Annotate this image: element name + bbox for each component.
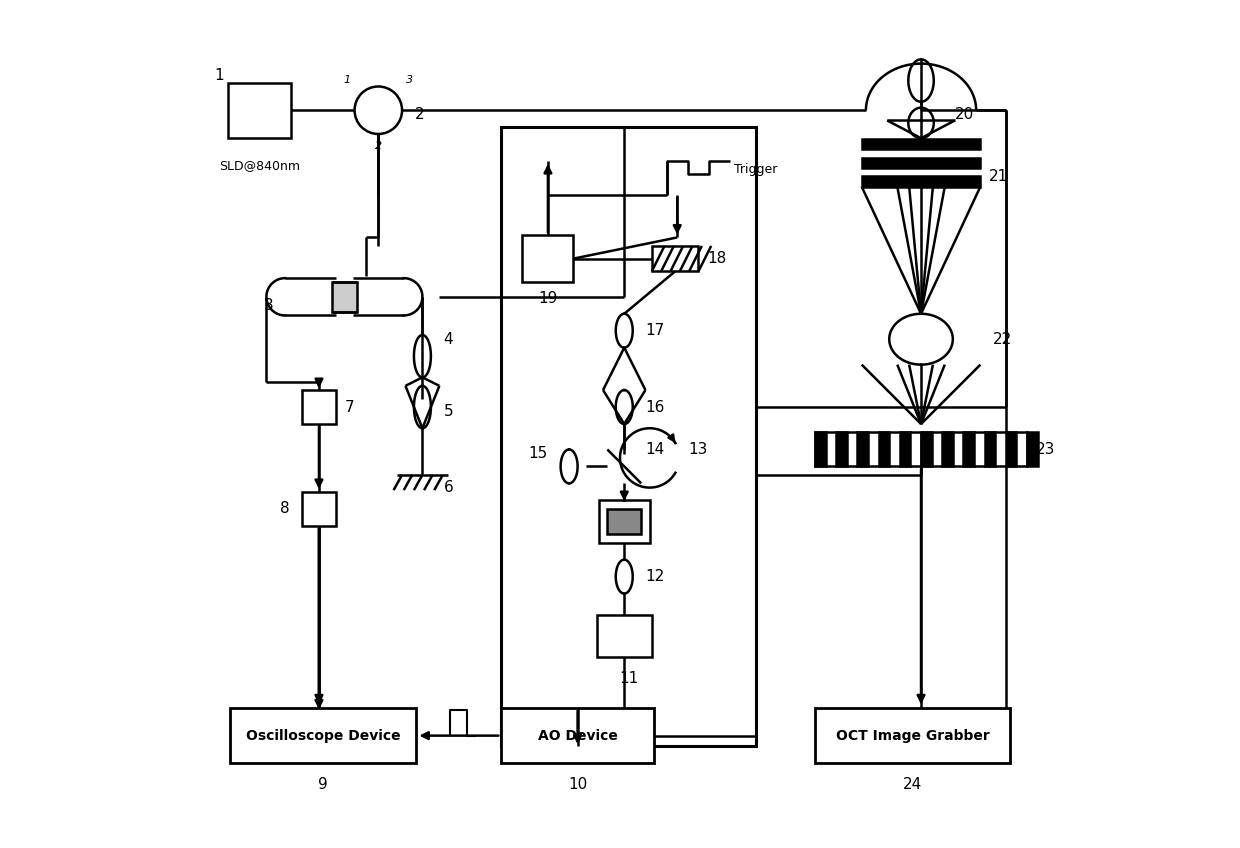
Text: 16: 16: [646, 399, 665, 415]
Bar: [522, 235, 573, 282]
Text: 24: 24: [903, 777, 923, 792]
Bar: [815, 432, 826, 466]
Bar: [836, 432, 847, 466]
Bar: [608, 509, 641, 534]
Bar: [501, 708, 653, 763]
Text: Trigger: Trigger: [734, 163, 777, 176]
Text: 3: 3: [407, 75, 413, 85]
Bar: [921, 432, 931, 466]
Bar: [331, 282, 357, 312]
Text: SLD@840nm: SLD@840nm: [219, 159, 300, 172]
Bar: [1027, 432, 1038, 466]
Text: 21: 21: [988, 169, 1008, 184]
Text: 2: 2: [415, 107, 424, 122]
Bar: [229, 708, 417, 763]
Bar: [900, 432, 910, 466]
Text: 10: 10: [568, 777, 588, 792]
Text: 19: 19: [538, 292, 558, 306]
Text: 11: 11: [619, 671, 639, 686]
Bar: [599, 500, 650, 543]
Text: 4: 4: [444, 332, 454, 347]
Text: 12: 12: [646, 569, 665, 584]
Text: 14: 14: [646, 442, 665, 457]
Text: 18: 18: [707, 251, 727, 266]
Text: OCT Image Grabber: OCT Image Grabber: [836, 728, 990, 743]
Bar: [942, 432, 952, 466]
Text: 15: 15: [528, 446, 548, 461]
Bar: [815, 432, 1027, 466]
Text: 17: 17: [646, 323, 665, 338]
Text: Oscilloscope Device: Oscilloscope Device: [246, 728, 401, 743]
Text: 8: 8: [280, 501, 289, 516]
Bar: [501, 127, 755, 746]
Bar: [862, 176, 981, 187]
Text: 2: 2: [374, 141, 382, 151]
Text: AO Device: AO Device: [538, 728, 618, 743]
Text: 22: 22: [993, 332, 1012, 347]
Text: 3: 3: [264, 298, 274, 313]
Bar: [857, 432, 868, 466]
Bar: [228, 82, 291, 137]
Bar: [303, 492, 336, 526]
Text: 9: 9: [319, 777, 329, 792]
Text: 5: 5: [444, 404, 454, 419]
Text: 1: 1: [343, 75, 351, 85]
Circle shape: [355, 86, 402, 134]
Text: 7: 7: [345, 399, 355, 415]
Text: 23: 23: [1035, 442, 1055, 457]
Text: 20: 20: [955, 107, 975, 122]
Bar: [985, 432, 996, 466]
Bar: [652, 246, 698, 271]
Bar: [303, 390, 336, 424]
Bar: [862, 139, 981, 149]
Bar: [815, 708, 1011, 763]
Bar: [596, 615, 652, 657]
Bar: [963, 432, 975, 466]
Text: 6: 6: [444, 480, 454, 495]
Bar: [1006, 432, 1017, 466]
Text: 1: 1: [215, 69, 223, 83]
Text: 13: 13: [688, 442, 707, 457]
Bar: [879, 432, 889, 466]
Bar: [862, 158, 981, 168]
